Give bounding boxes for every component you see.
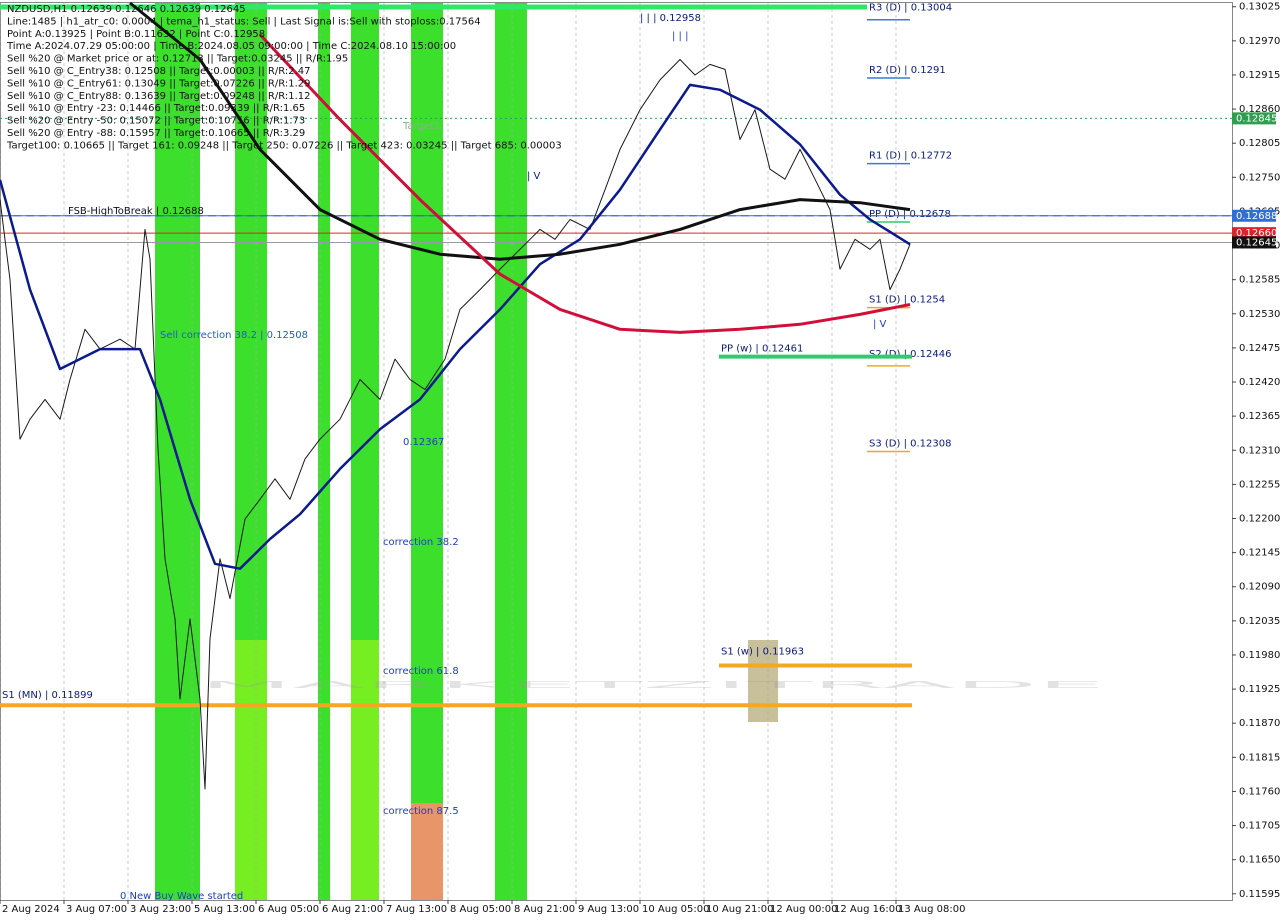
info-line: Point A:0.13925 | Point B:0.11632 | Poin… [7, 29, 265, 40]
price-marker [1232, 112, 1276, 125]
info-line: Sell %10 @ C_Entry88: 0.13639 || Target:… [7, 91, 310, 102]
x-tick-label: 3 Aug 07:00 [66, 904, 127, 915]
y-tick-label: 0.12475 [1239, 343, 1280, 354]
zone [748, 640, 778, 722]
y-tick-label: 0.12365 [1239, 411, 1280, 422]
zone [411, 803, 443, 900]
y-tick-label: 0.12970 [1239, 36, 1280, 47]
x-tick-label: 6 Aug 05:00 [258, 904, 319, 915]
annotation: Target1 [402, 121, 440, 132]
price-marker [1232, 236, 1276, 249]
level-label: S3 (D) | 0.12308 [869, 439, 951, 450]
x-tick-label: 3 Aug 23:00 [130, 904, 191, 915]
zone [318, 3, 330, 900]
y-tick-label: 0.12310 [1239, 445, 1280, 456]
annotation: | V [873, 319, 887, 330]
moving-average [0, 83, 911, 570]
y-tick-label: 0.12200 [1239, 513, 1280, 524]
x-tick-label: 10 Aug 21:00 [706, 904, 773, 915]
y-tick-label: 0.11870 [1239, 718, 1280, 729]
zone [155, 3, 200, 900]
level-label: S2 (D) | 0.12446 [869, 349, 951, 360]
level-label: FSB-HighToBreak | 0.12688 [68, 206, 204, 217]
y-tick-label: 0.12145 [1239, 548, 1280, 559]
annotation: correction 61.8 [383, 666, 459, 677]
annotation: 0.12367 [403, 437, 444, 448]
price-marker-label: 0.12660 [1236, 228, 1277, 239]
level-label: PP (D) | 0.12678 [869, 209, 951, 220]
x-tick-label: 10 Aug 05:00 [642, 904, 709, 915]
level-label: R2 (D) | 0.1291 [869, 65, 946, 76]
y-tick-label: 0.12255 [1239, 479, 1280, 490]
y-tick-label: 0.12860 [1239, 104, 1280, 115]
annotation: | | | [672, 31, 688, 42]
y-tick-label: 0.12035 [1239, 616, 1280, 627]
info-line: Sell %20 @ Entry -50: 0.15072 || Target:… [7, 116, 305, 127]
annotation: correction 38.2 [383, 537, 459, 548]
y-tick-label: 0.13025 [1239, 2, 1280, 13]
price-marker [1232, 209, 1276, 222]
moving-average [129, 1, 911, 261]
info-line: Sell %20 @ Market price or at: 0.12713 |… [7, 54, 348, 65]
zone [411, 3, 443, 900]
watermark: MARKETZITRADE [200, 680, 1105, 691]
price-marker-label: 0.12845 [1236, 113, 1277, 124]
y-tick-label: 0.11815 [1239, 752, 1280, 763]
info-line: Sell %10 @ C_Entry38: 0.12508 || Target:… [7, 66, 310, 77]
y-tick-label: 0.11925 [1239, 684, 1280, 695]
annotation: | | | 0.12958 [640, 13, 701, 24]
y-tick-label: 0.12090 [1239, 582, 1280, 593]
annotation: correction 87.5 [383, 806, 459, 817]
price-marker-label: 0.12645 [1236, 237, 1277, 248]
info-line: Sell %20 @ Entry -88: 0.15957 || Target:… [7, 128, 305, 139]
price-line [0, 59, 911, 790]
y-tick-label: 0.11980 [1239, 650, 1280, 661]
x-tick-label: 8 Aug 21:00 [514, 904, 575, 915]
y-tick-label: 0.11705 [1239, 821, 1280, 832]
level-label: R1 (D) | 0.12772 [869, 151, 952, 162]
x-tick-label: 2 Aug 2024 [2, 904, 60, 915]
level-label: R3 (D) | 0.13004 [869, 3, 952, 14]
moving-average [258, 33, 911, 334]
zone [235, 640, 267, 900]
info-line: Target100: 0.10665 || Target 161: 0.0924… [6, 140, 562, 151]
x-tick-label: 6 Aug 21:00 [322, 904, 383, 915]
annotation: | V [527, 171, 541, 182]
y-tick-label: 0.12750 [1239, 172, 1280, 183]
plot-frame [0, 2, 1233, 901]
y-tick-label: 0.12915 [1239, 70, 1280, 81]
info-line: NZDUSD,H1 0.12639 0.12646 0.12639 0.1264… [7, 4, 246, 15]
y-tick-label: 0.12585 [1239, 275, 1280, 286]
info-line: Sell %10 @ C_Entry61: 0.13049 || Target:… [7, 78, 310, 89]
x-tick-label: 12 Aug 16:00 [834, 904, 901, 915]
zone [351, 640, 379, 900]
level-label: S1 (w) | 0.11963 [721, 647, 804, 658]
x-tick-label: 8 Aug 05:00 [450, 904, 511, 915]
y-tick-label: 0.11760 [1239, 786, 1280, 797]
annotation: Sell correction 38.2 | 0.12508 [160, 330, 308, 341]
info-line: Time A:2024.07.29 05:00:00 | Time B:2024… [6, 41, 456, 52]
zone [495, 3, 527, 900]
x-tick-label: 13 Aug 08:00 [898, 904, 965, 915]
y-tick-label: 0.12420 [1239, 377, 1280, 388]
price-marker [1232, 227, 1276, 240]
y-tick-label: 0.11595 [1239, 889, 1280, 900]
y-tick-label: 0.12530 [1239, 309, 1280, 320]
price-marker-label: 0.12688 [1236, 211, 1277, 222]
info-line: Line:1485 | h1_atr_c0: 0.0004 | tema_h1_… [7, 16, 481, 27]
level-label: PP (w) | 0.12461 [721, 344, 803, 355]
y-tick-label: 0.12805 [1239, 138, 1280, 149]
x-tick-label: 7 Aug 13:00 [386, 904, 447, 915]
x-tick-label: 9 Aug 13:00 [578, 904, 639, 915]
x-tick-label: 12 Aug 00:00 [770, 904, 837, 915]
x-tick-label: 5 Aug 13:00 [194, 904, 255, 915]
level-label: S1 (MN) | 0.11899 [2, 690, 93, 701]
y-tick-label: 0.11650 [1239, 855, 1280, 866]
annotation: 0 New Buy Wave started [120, 891, 243, 902]
info-line: Sell %10 @ Entry -23: 0.14466 || Target:… [7, 103, 305, 114]
level-label: S1 (D) | 0.1254 [869, 295, 945, 306]
